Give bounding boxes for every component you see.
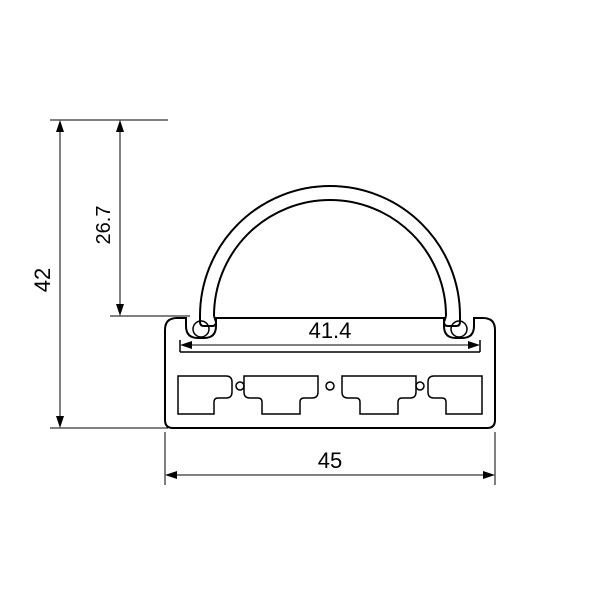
dimension-inner-414: 41.4 <box>180 318 480 349</box>
dimension-width-45: 45 <box>165 432 495 485</box>
dim-45-label: 45 <box>318 448 342 473</box>
dim-414-label: 41.4 <box>309 318 352 343</box>
dimension-height-42: 42 <box>30 120 168 428</box>
dim-42-label: 42 <box>30 268 55 292</box>
dimension-dome-267: 26.7 <box>93 120 190 316</box>
profile-channels <box>178 376 482 414</box>
dim-267-label: 26.7 <box>93 206 115 245</box>
technical-drawing: 42 26.7 41.4 45 <box>0 0 600 600</box>
profile-dome <box>200 186 460 326</box>
